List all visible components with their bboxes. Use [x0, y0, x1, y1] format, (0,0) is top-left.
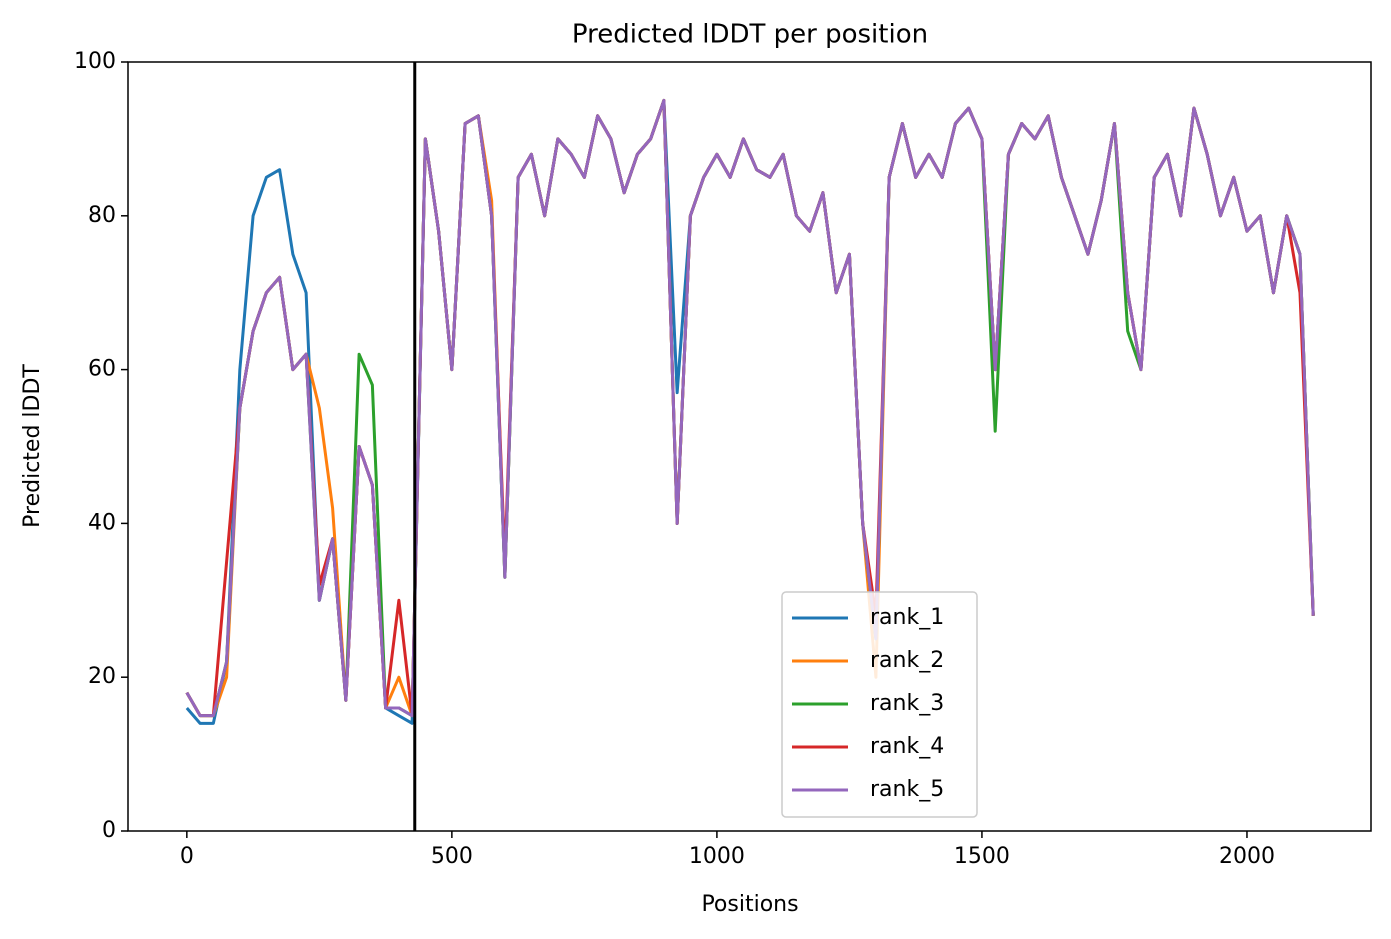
chart-title: Predicted lDDT per position — [572, 20, 928, 50]
x-axis-label: Positions — [701, 892, 798, 917]
legend-label: rank_5 — [870, 777, 944, 802]
legend-label: rank_2 — [870, 648, 944, 673]
x-tick-label: 1500 — [954, 844, 1010, 869]
y-tick-label: 100 — [74, 49, 116, 74]
x-tick-label: 500 — [431, 844, 473, 869]
y-tick-label: 80 — [88, 203, 116, 228]
y-tick-label: 40 — [88, 510, 116, 535]
legend-box — [781, 591, 978, 818]
y-tick-label: 60 — [88, 357, 116, 382]
x-tick-label: 0 — [180, 844, 194, 869]
line-series — [185, 98, 1315, 718]
y-tick-label: 20 — [88, 664, 116, 689]
y-tick-label: 0 — [102, 818, 116, 843]
x-tick-label: 1000 — [689, 844, 745, 869]
legend-label: rank_4 — [870, 734, 944, 759]
legend-label: rank_3 — [870, 691, 944, 716]
y-axis-label: Predicted lDDT — [20, 364, 45, 528]
plot-frame — [127, 61, 1372, 832]
line-series — [185, 98, 1315, 718]
legend-label: rank_1 — [870, 605, 944, 630]
x-tick-label: 2000 — [1219, 844, 1275, 869]
